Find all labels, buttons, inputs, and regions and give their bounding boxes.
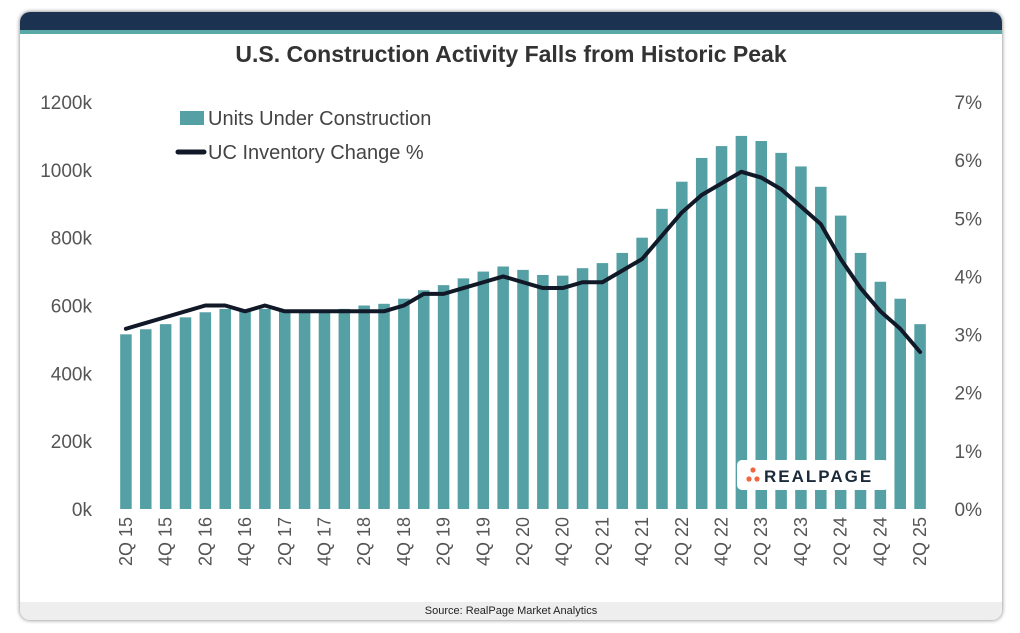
bar-3q-18 [378,303,390,509]
x-tick-label: 4Q 16 [235,517,255,566]
bar-3q-16 [219,308,231,509]
bar-1q-16 [179,317,192,509]
y-left-tick-label: 800k [51,229,93,250]
x-tick-label: 2Q 24 [831,517,851,566]
x-tick-label: 2Q 19 [434,517,454,566]
bar-4q-24 [874,281,887,509]
logo-dot-icon [750,467,756,473]
bar-4q-23 [795,166,807,509]
logo-wordmark: REALPAGE [764,467,873,486]
bar-4q-18 [398,298,410,509]
x-tick-label: 4Q 20 [553,517,573,566]
construction-chart: U.S. Construction Activity Falls from Hi… [40,41,983,566]
y-left-tick-label: 1200k [40,93,92,114]
bar-4q-16 [239,310,251,509]
bar-3q-20 [537,274,549,509]
bar-4q-22 [715,146,728,509]
x-tick-label: 4Q 21 [632,517,652,566]
bar-1q-22 [656,208,668,509]
bar-1q-21 [576,268,589,509]
bar-4q-20 [556,275,569,509]
y-left-tick-label: 1000k [40,161,92,182]
legend-bar-label: Units Under Construction [208,108,431,130]
y-right-tick-label: 7% [955,93,983,114]
header-accent-stripe [20,30,1002,34]
bar-3q-15 [140,329,152,509]
realpage-logo: REALPAGE [737,460,889,490]
x-tick-label: 4Q 17 [314,517,334,566]
x-axis: 2Q 15 4Q 15 2Q 16 4Q 16 2Q 17 4Q 17 2Q 18 4Q 18… [116,517,930,566]
x-tick-label: 4Q 24 [870,517,890,566]
inventory-change-line [123,169,923,355]
x-tick-label: 2Q 20 [513,517,533,566]
bar-2q-20 [517,269,529,509]
chart-title: U.S. Construction Activity Falls from Hi… [235,41,786,67]
bar-2q-25 [914,324,926,509]
bar-1q-20 [497,266,509,509]
y-left-tick-label: 600k [51,297,93,318]
bar-3q-23 [775,152,787,510]
bar-4q-17 [318,310,331,509]
header-bar [20,12,1002,30]
y-right-tick-label: 4% [955,267,983,288]
y-left-tick-label: 400k [51,364,93,385]
x-tick-label: 2Q 25 [910,517,930,566]
x-tick-label: 2Q 17 [275,517,295,566]
bar-1q-19 [417,290,430,509]
bar-3q-21 [616,252,629,509]
y-right-tick-label: 2% [955,384,983,405]
bar-4q-21 [636,237,648,510]
y-left-tick-label: 0k [72,500,93,521]
x-tick-label: 2Q 15 [116,517,136,566]
y-right-tick-label: 0% [955,500,983,521]
bar-series [120,135,926,510]
x-tick-label: 2Q 23 [751,517,771,566]
bar-3q-22 [695,157,708,509]
bar-3q-24 [854,252,867,509]
y-right-tick-label: 5% [955,209,983,230]
x-tick-label: 4Q 18 [394,517,414,566]
x-tick-label: 4Q 19 [473,517,493,566]
bar-1q-17 [259,308,271,509]
bar-2q-21 [596,263,609,509]
logo-dot-icon [754,476,760,482]
bar-2q-19 [437,285,450,509]
x-tick-label: 4Q 15 [156,517,176,566]
logo-dot-icon [746,476,752,482]
source-text: Source: RealPage Market Analytics [424,605,598,617]
x-tick-label: 2Q 21 [592,517,612,566]
bar-3q-19 [457,278,470,509]
bar-1q-18 [338,308,351,509]
bar-4q-15 [159,324,172,509]
chart-card: U.S. Construction Activity Falls from Hi… [20,12,1002,620]
logo-background [737,460,889,490]
source-footer: Source: RealPage Market Analytics [20,602,1002,620]
bar-1q-24 [815,186,827,510]
legend: Units Under Construction UC Inventory Ch… [175,108,431,164]
y-right-tick-label: 1% [955,442,983,463]
y-axis-right: 0% 1% 2% 3% 4% 5% 6% 7% [955,93,983,521]
bar-2q-23 [755,141,768,509]
y-axis-left: 0k 200k 400k 600k 800k 1000k 1200k [40,93,92,521]
y-right-tick-label: 6% [955,151,983,172]
x-tick-label: 2Q 18 [354,517,374,566]
bar-2q-15 [120,334,132,509]
bar-2q-17 [279,310,291,509]
legend-line-label: UC Inventory Change % [208,142,424,164]
x-tick-label: 4Q 23 [791,517,811,566]
legend-bar-swatch [180,111,204,125]
bar-2q-24 [834,215,847,509]
x-tick-label: 2Q 22 [672,517,692,566]
bar-2q-18 [358,305,370,509]
bar-2q-22 [676,181,688,509]
bar-1q-25 [894,298,906,509]
bar-4q-19 [477,271,490,509]
bar-1q-23 [735,135,748,510]
x-tick-label: 2Q 16 [195,517,215,566]
y-left-tick-label: 200k [51,432,93,453]
y-right-tick-label: 3% [955,326,983,347]
bar-2q-16 [199,312,212,509]
x-tick-label: 4Q 22 [712,517,732,566]
bar-3q-17 [298,310,311,509]
